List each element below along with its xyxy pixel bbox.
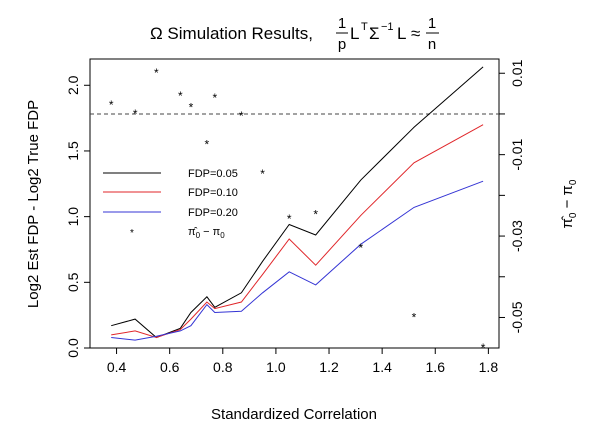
star-point: *	[260, 167, 265, 181]
y2-label-sub: 0	[568, 212, 579, 218]
title-minus1: −1	[381, 21, 394, 33]
star-point: *	[359, 241, 364, 255]
series-line-2	[111, 180, 484, 341]
y2-label-minus: − π	[559, 185, 576, 212]
x-tick-label: 0.8	[213, 359, 233, 375]
x-tick-label: 1.8	[479, 359, 499, 375]
title-L: L	[350, 24, 359, 43]
y2-label-sub2: 0	[568, 179, 579, 185]
star-point: *	[481, 341, 486, 355]
y2-tick-label: -0.01	[509, 138, 525, 170]
y2-tick-label: 0.01	[509, 59, 525, 86]
y-tick-label: 0.5	[65, 272, 81, 292]
plot-frame	[89, 58, 500, 349]
y2-axis: -0.05 -0.03 -0.01 0.01	[499, 59, 525, 333]
star-point: *	[154, 66, 159, 80]
star-point: *	[189, 101, 194, 115]
legend: FDP=0.05 FDP=0.10 FDP=0.20 * π̂0 − π0	[103, 168, 238, 240]
x-axis-label: Standardized Correlation	[211, 406, 377, 423]
star-point: *	[205, 138, 210, 152]
star-point: *	[133, 107, 138, 121]
star-point: *	[178, 89, 183, 103]
y-axis-label: Log2 Est FDP - Log2 True FDP	[25, 100, 42, 308]
legend-label-pi: π̂0 − π0	[188, 226, 225, 240]
series-lines	[111, 66, 484, 341]
svg-text:π̂0 − π0: π̂0 − π0	[559, 179, 579, 228]
y2-tick-label: -0.05	[509, 301, 525, 333]
chart-title: Ω Simulation Results, 1 p L T Σ −1 L ≈ 1…	[150, 15, 439, 53]
title-frac2-den: n	[428, 36, 436, 53]
y-tick-label: 2.0	[65, 75, 81, 95]
y-tick-label: 0.0	[65, 338, 81, 358]
title-sigma: Σ	[369, 24, 380, 43]
x-tick-label: 0.6	[160, 359, 180, 375]
legend-label-fdp005: FDP=0.05	[188, 168, 238, 180]
star-point: *	[412, 311, 417, 325]
star-point: *	[287, 212, 292, 226]
y2-tick-label: -0.03	[509, 220, 525, 252]
y2-axis-label: π̂0 − π0	[559, 179, 579, 228]
x-tick-label: 1.4	[372, 359, 392, 375]
x-tick-label: 0.4	[107, 359, 127, 375]
y-tick-label: 1.5	[65, 141, 81, 161]
title-frac1-den: p	[338, 36, 346, 53]
y2-label-pi: π̂	[559, 215, 576, 228]
title-prefix: Ω Simulation Results,	[150, 24, 313, 43]
x-tick-label: 1.0	[266, 359, 286, 375]
legend-label-fdp010: FDP=0.10	[188, 187, 238, 199]
title-L2: L	[397, 24, 406, 43]
legend-star-marker: *	[130, 228, 134, 239]
star-point: *	[313, 207, 318, 221]
title-T: T	[361, 21, 368, 33]
y-tick-label: 1.0	[65, 207, 81, 227]
x-tick-label: 1.6	[426, 359, 446, 375]
x-axis: 0.4 0.6 0.8 1.0 1.2 1.4 1.6 1.8	[107, 348, 498, 375]
star-point: *	[239, 109, 244, 123]
y-axis: 0.0 0.5 1.0 1.5 2.0	[65, 75, 90, 358]
series-line-1	[111, 124, 484, 339]
title-approx: ≈	[411, 24, 420, 43]
star-point: *	[109, 98, 114, 112]
title-frac2-num: 1	[428, 15, 436, 32]
title-frac1-num: 1	[338, 15, 346, 32]
x-tick-label: 1.2	[319, 359, 339, 375]
star-point: *	[212, 91, 217, 105]
legend-label-fdp020: FDP=0.20	[188, 207, 238, 219]
star-points: * * * * * * * * * * * * * *	[109, 66, 486, 355]
